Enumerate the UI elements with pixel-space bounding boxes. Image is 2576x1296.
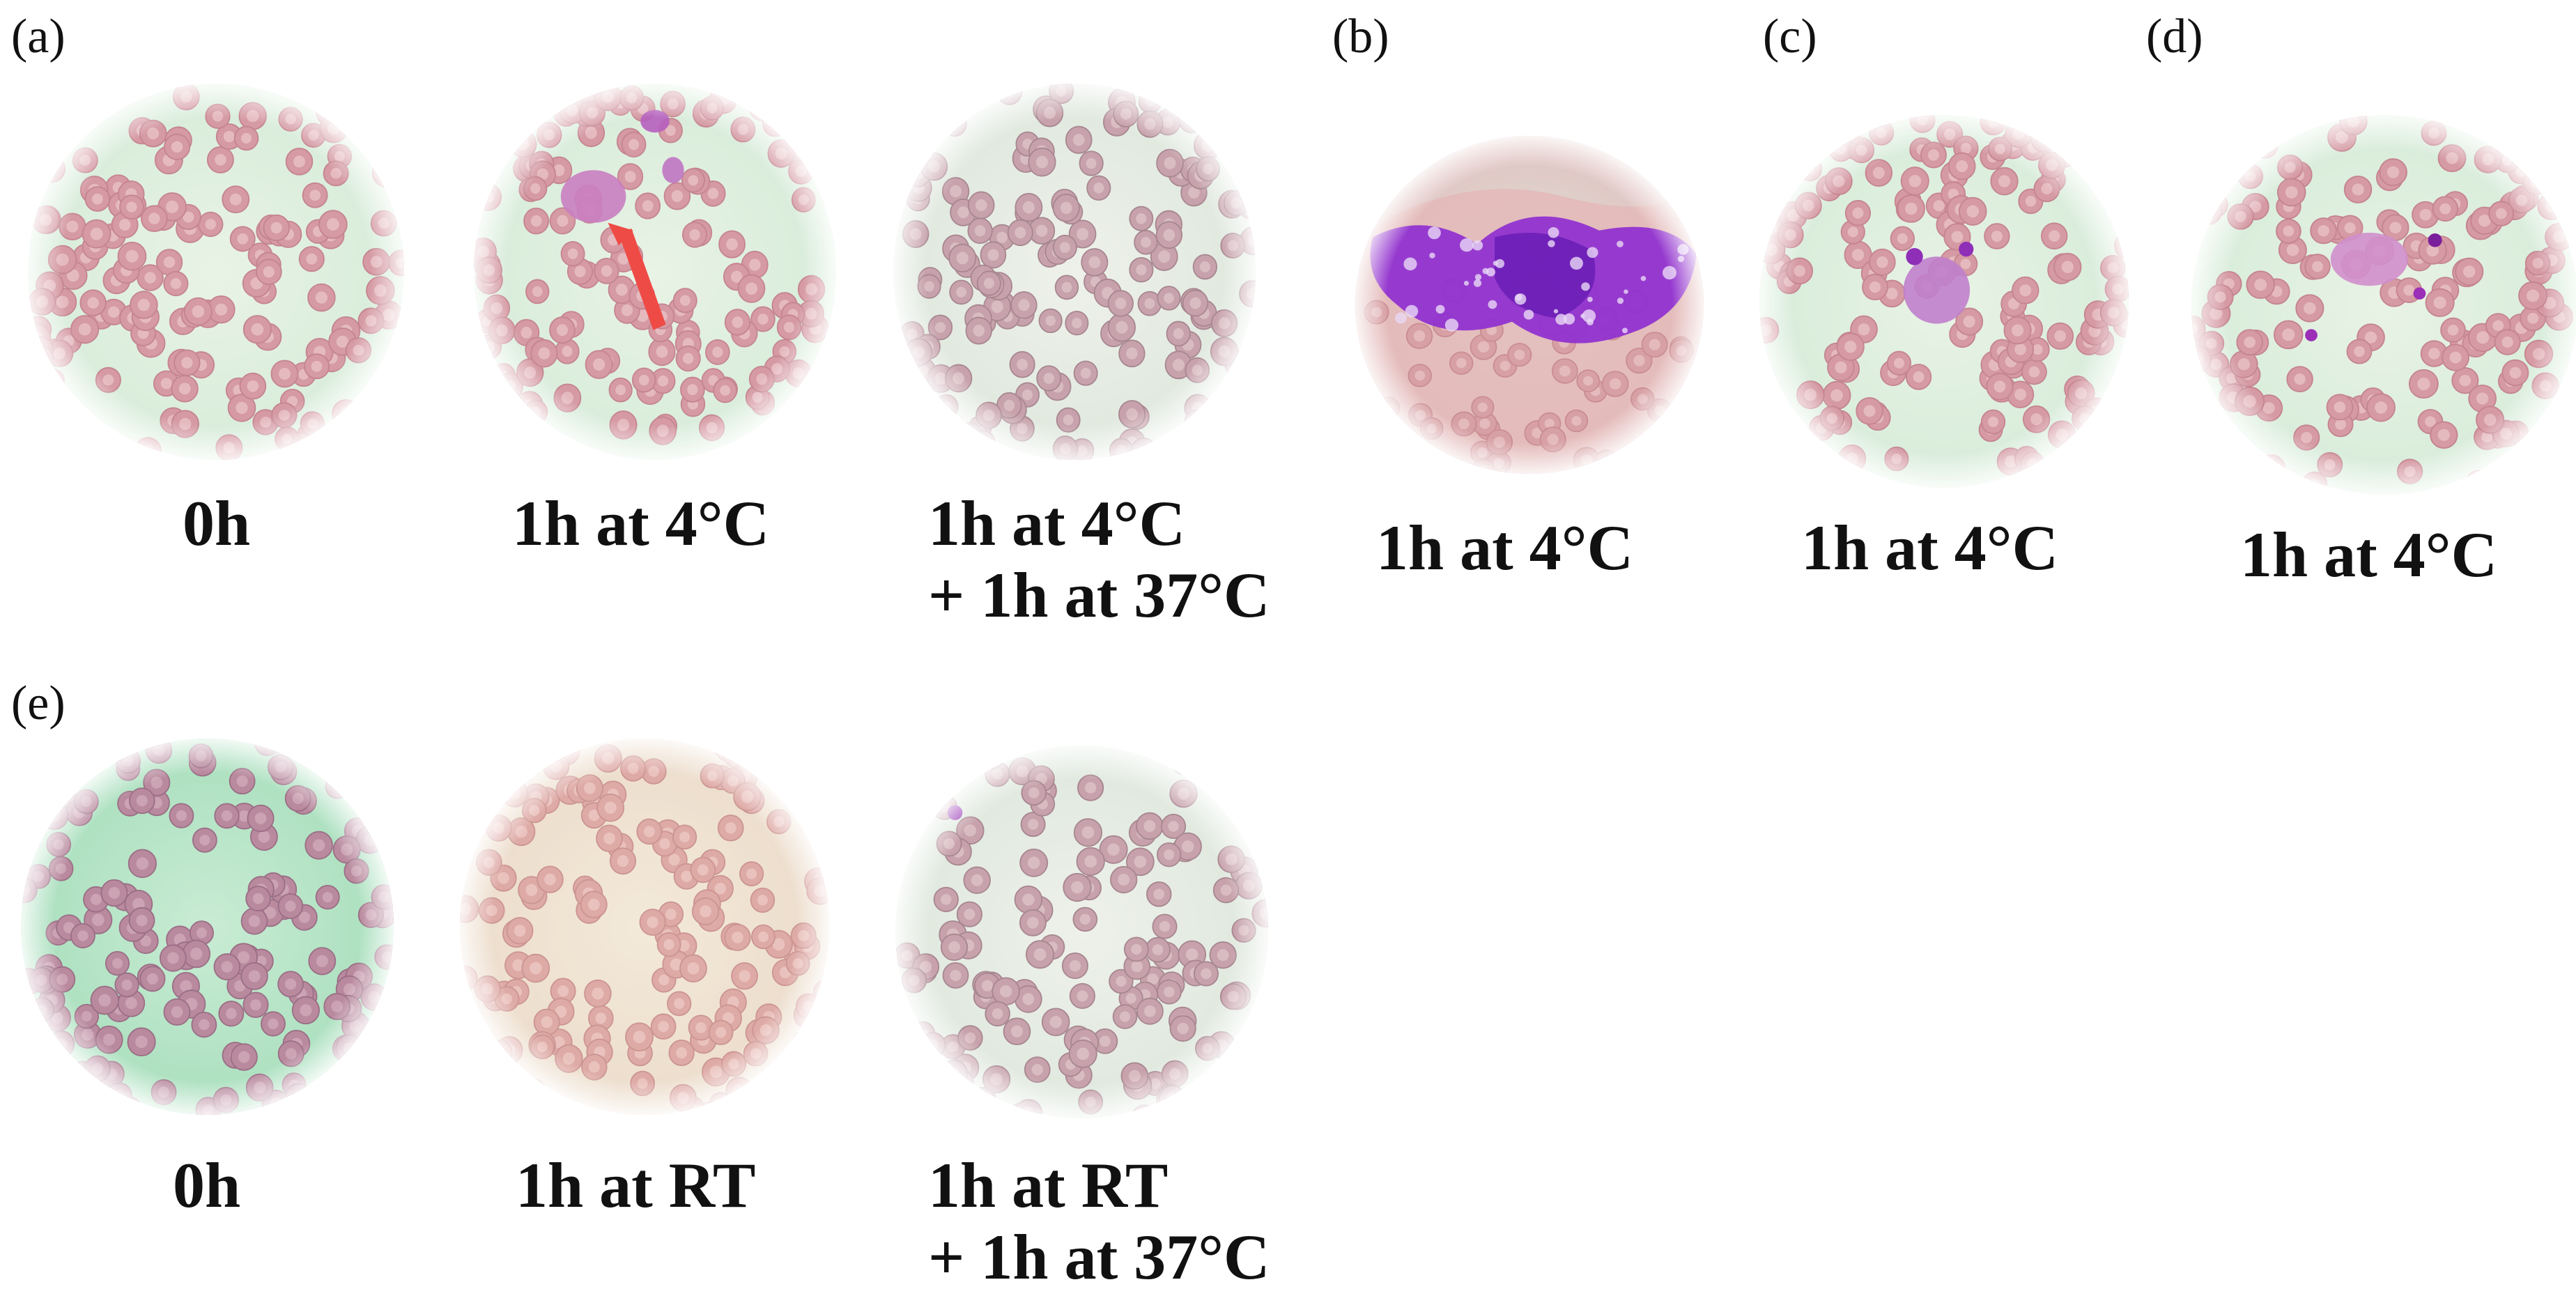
micrograph-a-0h (28, 84, 404, 460)
micrograph-b (1355, 136, 1704, 474)
caption-line-1: 1h at RT (928, 1150, 1169, 1221)
caption-e-1h-rt: 1h at RT (516, 1150, 756, 1221)
micrograph-a-1h-4c-plus-37c (893, 84, 1256, 460)
caption-line-2: + 1h at 37°C (928, 1221, 1270, 1293)
caption-a-0h: 0h (183, 488, 251, 559)
caption-b: 1h at 4°C (1376, 512, 1634, 583)
caption-e-1h-rt-plus-37c: 1h at RT + 1h at 37°C (928, 1150, 1270, 1293)
micrograph-e-1h-rt (460, 739, 829, 1115)
micrograph-a-1h-4c (474, 84, 836, 460)
panel-label-c: (c) (1763, 10, 1817, 63)
caption-a-1h-4c-plus-37c: 1h at 4°C + 1h at 37°C (928, 488, 1270, 631)
panel-label-b: (b) (1332, 10, 1389, 63)
micrograph-d (2191, 115, 2576, 495)
caption-line-1: 1h at 4°C (928, 488, 1186, 559)
micrograph-e-1h-rt-plus-37c (895, 746, 1268, 1118)
micrograph-c (1759, 115, 2129, 488)
panel-label-a: (a) (11, 10, 65, 63)
caption-a-1h-4c: 1h at 4°C (512, 488, 770, 559)
caption-d: 1h at 4°C (2240, 519, 2498, 590)
caption-line-2: + 1h at 37°C (928, 560, 1270, 631)
panel-label-d: (d) (2146, 10, 2203, 63)
caption-e-0h: 0h (173, 1150, 241, 1221)
micrograph-e-0h (21, 739, 394, 1115)
panel-label-e: (e) (11, 677, 65, 730)
caption-c: 1h at 4°C (1801, 512, 2059, 583)
